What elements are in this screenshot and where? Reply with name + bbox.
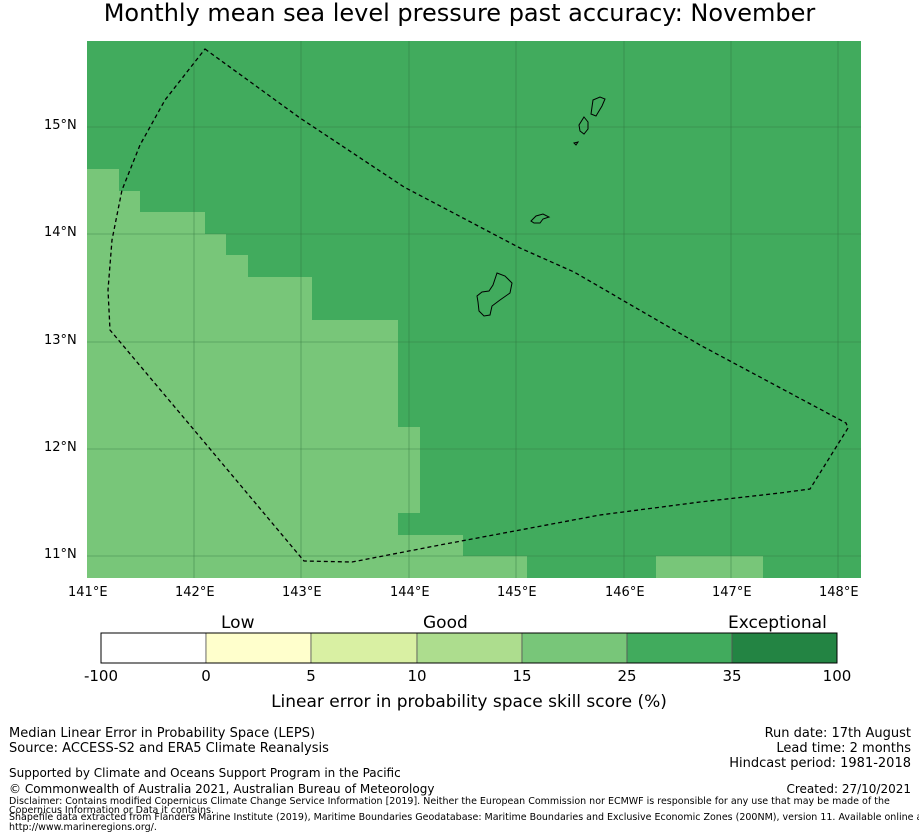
footer-disclaimer-2: Copernicus Information or Data it contai… [9, 805, 215, 816]
footer-run-date: Run date: 17th August [764, 726, 911, 741]
footer-copyright: © Commonwealth of Australia 2021, Austra… [9, 782, 435, 796]
colorbar-tick: 15 [512, 667, 532, 685]
footer-shapefile-1: Shapefile data extracted from Flanders M… [9, 812, 919, 823]
colorbar-segment [521, 632, 628, 664]
colorbar-tick: 0 [201, 667, 211, 685]
light-skill-region [87, 169, 527, 578]
island-guam [476, 272, 513, 317]
footer-shapefile-2: http://www.marineregions.org/. [9, 822, 157, 833]
legend-category-low: Low [221, 613, 255, 633]
lon-tick: 142°E [175, 585, 215, 600]
lon-tick: 144°E [390, 585, 430, 600]
colorbar-segment [100, 632, 207, 664]
islands [476, 96, 606, 317]
lat-tick: 12°N [44, 440, 77, 455]
colorbar-label: Linear error in probability space skill … [271, 692, 667, 712]
colorbar-outline [100, 632, 838, 664]
colorbar-tick: 5 [306, 667, 316, 685]
island-rota [530, 213, 551, 224]
footer-hindcast: Hindcast period: 1981-2018 [729, 756, 911, 771]
footer-disclaimer-1: Disclaimer: Contains modified Copernicus… [9, 796, 890, 807]
lon-tick: 146°E [605, 585, 645, 600]
island-aguijan [573, 141, 580, 146]
lon-tick: 145°E [497, 585, 537, 600]
light-skill-patch [656, 556, 763, 578]
footer-support: Supported by Climate and Oceans Support … [9, 766, 401, 780]
colorbar-tick: -100 [83, 667, 119, 685]
lat-tick: 11°N [44, 547, 77, 562]
colorbar [100, 632, 838, 664]
colorbar-segment [626, 632, 733, 664]
lon-tick: 148°E [819, 585, 859, 600]
chart-title: Monthly mean sea level pressure past acc… [103, 0, 816, 27]
eez-boundary [107, 48, 849, 563]
gridlines [87, 41, 861, 578]
footer-method: Median Linear Error in Probability Space… [9, 726, 316, 741]
colorbar-segment [731, 632, 838, 664]
lon-tick: 143°E [282, 585, 322, 600]
colorbar-tick: 25 [617, 667, 637, 685]
footer-source: Source: ACCESS-S2 and ERA5 Climate Reana… [9, 741, 329, 756]
lon-tick: 141°E [68, 585, 108, 600]
island-tinian [578, 116, 589, 135]
footer-created: Created: 27/10/2021 [786, 782, 911, 796]
lat-tick: 13°N [44, 333, 77, 348]
colorbar-segment [416, 632, 523, 664]
island-saipan [590, 96, 606, 117]
lat-tick: 14°N [44, 225, 77, 240]
colorbar-tick: 35 [722, 667, 742, 685]
legend-category-good: Good [423, 613, 468, 633]
lon-tick: 147°E [712, 585, 752, 600]
colorbar-segment [310, 632, 418, 664]
colorbar-segment [205, 632, 312, 664]
colorbar-tick: 100 [822, 667, 852, 685]
legend-category-exceptional: Exceptional [728, 613, 827, 633]
footer-lead-time: Lead time: 2 months [776, 741, 911, 756]
lat-tick: 15°N [44, 118, 77, 133]
colorbar-tick: 10 [407, 667, 427, 685]
